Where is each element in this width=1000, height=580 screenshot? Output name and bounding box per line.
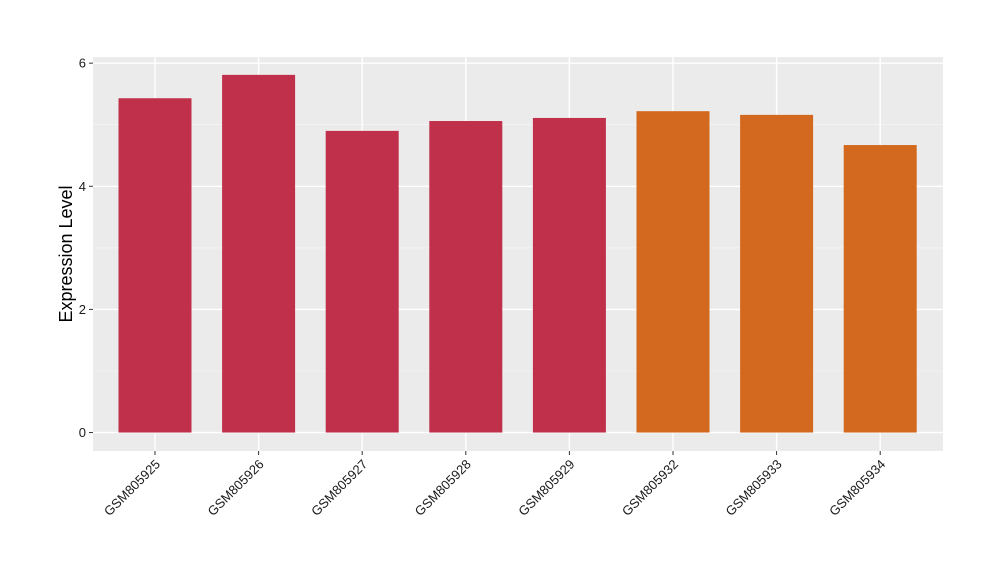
bar	[118, 98, 192, 433]
bar	[843, 145, 917, 433]
bar	[222, 74, 296, 433]
x-axis: GSM805925 GSM805926 GSM805927 GSM805928 GSM8…	[101, 451, 888, 519]
bar	[325, 130, 399, 433]
y-tick-label: 0	[79, 425, 86, 440]
x-tick-label: GSM805934	[826, 457, 888, 519]
y-tick-label: 2	[79, 302, 86, 317]
plot-panel	[93, 57, 943, 451]
y-tick-label: 4	[79, 179, 86, 194]
y-axis: 0 2 4 6	[79, 56, 93, 440]
bar	[636, 111, 710, 433]
y-tick-label: 6	[79, 56, 86, 71]
bar	[532, 117, 606, 433]
x-tick-label: GSM805928	[412, 457, 474, 519]
x-tick-label: GSM805932	[619, 457, 681, 519]
x-tick-label: GSM805925	[101, 457, 163, 519]
y-axis-title: Expression Level	[56, 185, 76, 322]
bar	[740, 114, 814, 433]
bar	[429, 121, 503, 433]
x-tick-label: GSM805929	[515, 457, 577, 519]
x-tick-label: GSM805926	[204, 457, 266, 519]
x-tick-label: GSM805933	[722, 457, 784, 519]
x-tick-label: GSM805927	[308, 457, 370, 519]
bars	[118, 74, 917, 433]
